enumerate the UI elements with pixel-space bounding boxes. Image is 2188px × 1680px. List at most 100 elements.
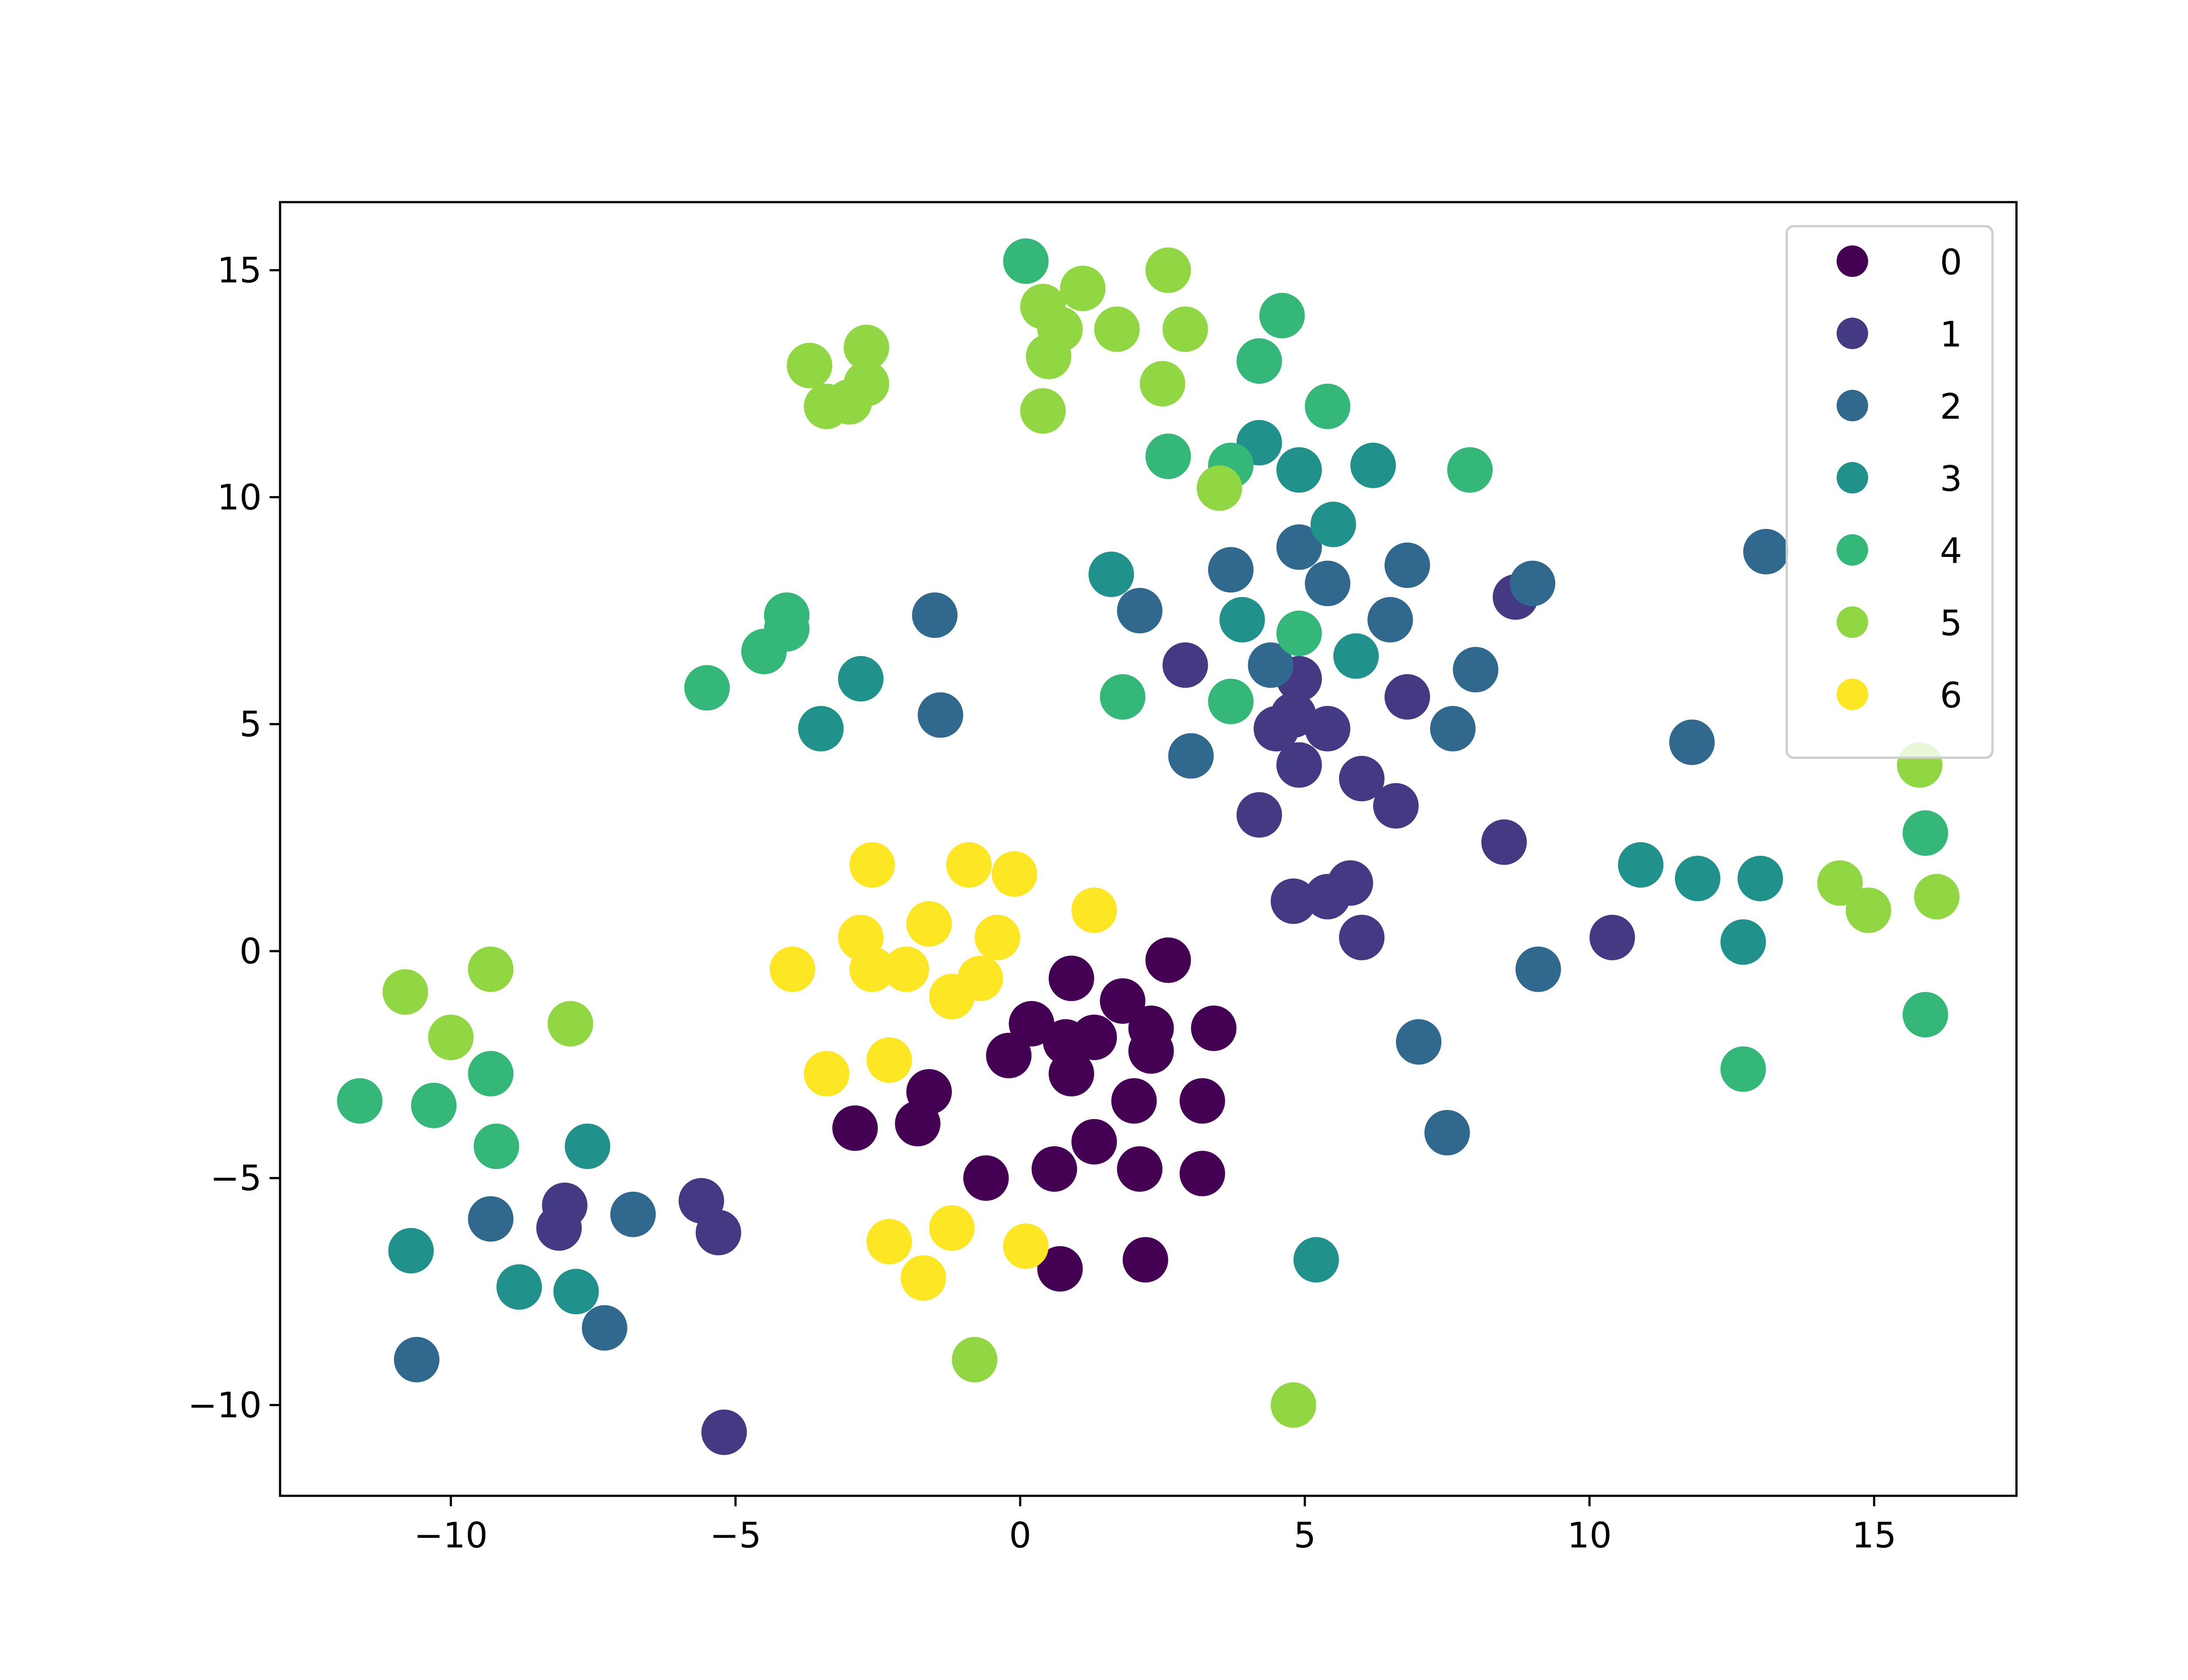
point-series-5-13 xyxy=(1020,388,1066,434)
legend: 0 1 2 3 4 5 6 xyxy=(1785,225,1994,759)
point-series-4-14 xyxy=(1720,1046,1766,1092)
point-series-4-19 xyxy=(468,1051,514,1097)
y-tick-label-4: 10 xyxy=(217,477,262,518)
point-series-4-16 xyxy=(1902,992,1948,1038)
legend-marker-6 xyxy=(1837,679,1868,710)
point-series-2-5 xyxy=(1304,560,1350,606)
legend-marker-1 xyxy=(1837,318,1868,349)
points-layer xyxy=(337,238,1960,1455)
point-series-2-0 xyxy=(912,592,958,638)
point-series-4-1 xyxy=(1259,293,1305,339)
point-series-1-12 xyxy=(1270,878,1316,924)
point-series-2-14 xyxy=(1743,528,1789,574)
legend-marker-3 xyxy=(1837,462,1868,494)
point-series-5-10 xyxy=(1145,247,1191,293)
point-series-6-12 xyxy=(803,1051,849,1097)
point-series-4-7 xyxy=(1276,610,1322,656)
point-series-1-16 xyxy=(1589,914,1635,960)
point-series-0-1 xyxy=(1145,937,1191,983)
legend-label-2: 2 xyxy=(1940,386,1962,427)
point-series-5-18 xyxy=(1914,874,1960,920)
legend-marker-4 xyxy=(1837,534,1868,566)
point-series-5-9 xyxy=(1094,306,1140,352)
point-series-1-7 xyxy=(1339,756,1385,802)
point-series-5-24 xyxy=(1270,1382,1316,1428)
point-series-6-16 xyxy=(929,1205,975,1251)
point-series-2-4 xyxy=(1276,524,1322,570)
point-series-2-16 xyxy=(1396,1019,1441,1065)
point-series-2-21 xyxy=(394,1337,440,1382)
point-series-3-13 xyxy=(1293,1237,1339,1283)
point-series-5-6 xyxy=(1060,266,1106,312)
point-series-2-15 xyxy=(1515,946,1561,992)
point-series-4-9 xyxy=(1208,679,1254,724)
point-series-5-16 xyxy=(1817,860,1863,906)
point-series-1-14 xyxy=(1339,914,1385,960)
legend-label-1: 1 xyxy=(1940,314,1962,355)
y-tick-label-0: −10 xyxy=(188,1385,262,1425)
point-series-6-9 xyxy=(884,946,929,992)
point-series-4-4 xyxy=(1145,434,1191,480)
point-series-1-9 xyxy=(1373,783,1419,829)
point-series-5-12 xyxy=(1140,361,1185,407)
point-series-3-17 xyxy=(553,1269,599,1315)
point-series-5-11 xyxy=(1162,306,1208,352)
point-series-1-20 xyxy=(695,1210,741,1256)
point-series-5-4 xyxy=(844,325,890,371)
point-series-2-3 xyxy=(1208,547,1254,593)
point-series-2-11 xyxy=(1248,642,1294,688)
legend-marker-2 xyxy=(1837,390,1868,421)
point-series-0-2 xyxy=(1009,1001,1055,1046)
point-series-3-12 xyxy=(1720,919,1766,965)
point-series-4-20 xyxy=(473,1124,519,1169)
point-series-5-22 xyxy=(547,1001,593,1046)
point-series-2-2 xyxy=(1117,588,1163,634)
point-series-2-1 xyxy=(918,692,964,738)
y-tick-label-5: 15 xyxy=(217,250,262,291)
point-series-2-19 xyxy=(582,1305,628,1351)
point-series-6-4 xyxy=(906,901,952,947)
point-series-2-18 xyxy=(610,1191,656,1237)
point-series-1-0 xyxy=(1162,642,1208,688)
point-series-1-18 xyxy=(536,1205,582,1251)
point-series-1-3 xyxy=(1384,674,1430,720)
legend-label-3: 3 xyxy=(1940,458,1962,499)
point-series-0-15 xyxy=(832,1105,878,1151)
point-series-1-6 xyxy=(1276,742,1322,788)
point-series-0-0 xyxy=(1048,956,1094,1001)
y-tick-label-2: 0 xyxy=(239,931,262,972)
point-series-0-14 xyxy=(895,1101,941,1147)
point-series-3-16 xyxy=(496,1264,542,1310)
point-series-6-8 xyxy=(849,946,895,992)
y-tick-label-1: −5 xyxy=(210,1158,262,1199)
point-series-5-3 xyxy=(844,361,890,407)
point-series-0-12 xyxy=(1179,1078,1225,1124)
point-series-2-7 xyxy=(1367,597,1413,643)
legend-label-6: 6 xyxy=(1940,675,1962,716)
point-series-0-20 xyxy=(963,1155,1009,1201)
point-series-4-15 xyxy=(1902,810,1948,856)
point-series-0-17 xyxy=(1031,1146,1077,1192)
x-axis: −10 −5 0 5 10 15 xyxy=(414,1496,1897,1556)
x-tick-label-4: 10 xyxy=(1567,1515,1612,1556)
point-series-0-7 xyxy=(1128,1028,1174,1074)
point-series-4-6 xyxy=(1447,447,1493,493)
point-series-4-12 xyxy=(741,629,787,675)
point-series-0-10 xyxy=(1048,1051,1094,1097)
y-tick-label-3: 5 xyxy=(239,704,262,745)
point-series-4-3 xyxy=(1304,383,1350,429)
point-series-0-8 xyxy=(1191,1005,1237,1051)
point-series-3-6 xyxy=(1310,501,1356,547)
point-series-3-11 xyxy=(1737,855,1783,901)
point-series-0-9 xyxy=(986,1032,1032,1078)
point-series-4-13 xyxy=(684,665,730,711)
point-series-1-13 xyxy=(1304,874,1350,920)
point-series-3-10 xyxy=(1675,855,1721,901)
point-series-0-16 xyxy=(1071,1119,1117,1165)
point-series-0-19 xyxy=(1179,1151,1225,1197)
point-series-0-21 xyxy=(1037,1246,1083,1292)
point-series-5-0 xyxy=(786,343,832,388)
legend-label-5: 5 xyxy=(1940,603,1962,644)
point-series-0-11 xyxy=(1111,1078,1157,1124)
